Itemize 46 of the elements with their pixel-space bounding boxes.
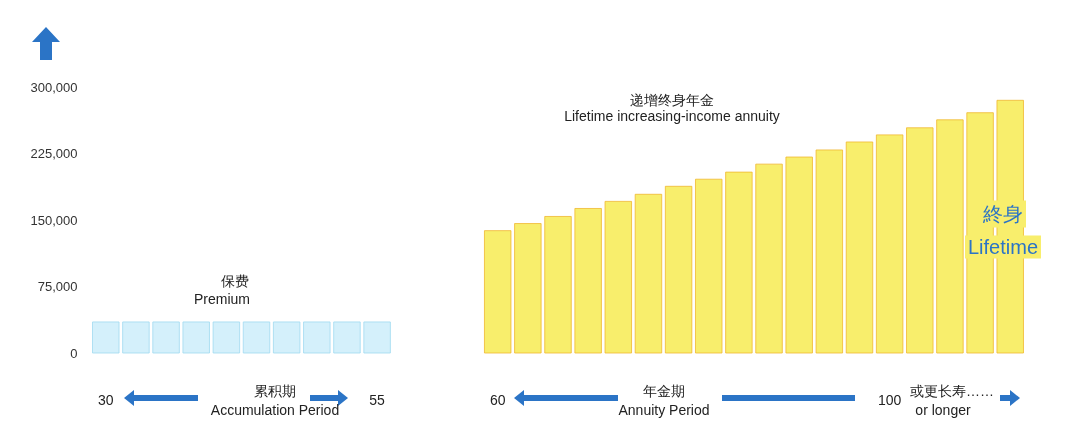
x-tick-label: 100 [877,391,902,408]
bar [484,230,512,354]
annotation: Lifetime [964,235,1042,259]
bar [122,321,150,354]
y-tick-label: 300,000 [30,79,78,95]
bar [92,321,120,354]
bar [273,321,301,354]
annotation: Lifetime increasing-income annuity [564,108,780,124]
annotation: Premium [193,291,251,307]
text: Accumulation Period [210,402,340,418]
bar [755,163,783,354]
bar [514,223,542,354]
bar [634,193,663,354]
annotation: 終身 [980,200,1026,228]
bar [212,321,241,354]
annotation: 递增终身年金 [630,92,714,110]
bar [845,141,874,354]
bar [725,171,753,354]
annotation: 保费 [221,273,249,291]
bar [815,149,843,354]
bar [604,200,632,354]
bar [303,321,331,354]
x-tick-label: 55 [369,391,386,408]
bar [574,208,602,354]
text: 累积期 [254,383,296,401]
y-tick-label: 75,000 [37,279,78,294]
y-tick-label: 0 [70,345,78,361]
bar [695,178,723,354]
bar [544,216,572,354]
text: 或更长寿…… [910,383,994,401]
bar [182,321,210,354]
bar [664,185,693,354]
bar [363,321,391,354]
bar [333,321,361,354]
text: or longer [915,402,971,418]
bar [152,321,180,354]
y-tick-label: 150,000 [30,212,78,228]
y-tick-label: 225,000 [30,146,78,161]
x-tick-label: 60 [489,391,506,408]
bar [875,134,904,354]
text: 年金期 [643,383,685,401]
bar [906,127,934,354]
text: Annuity Period [618,402,710,418]
x-tick-label: 30 [97,391,114,408]
bar [785,156,813,354]
bar [242,321,271,354]
